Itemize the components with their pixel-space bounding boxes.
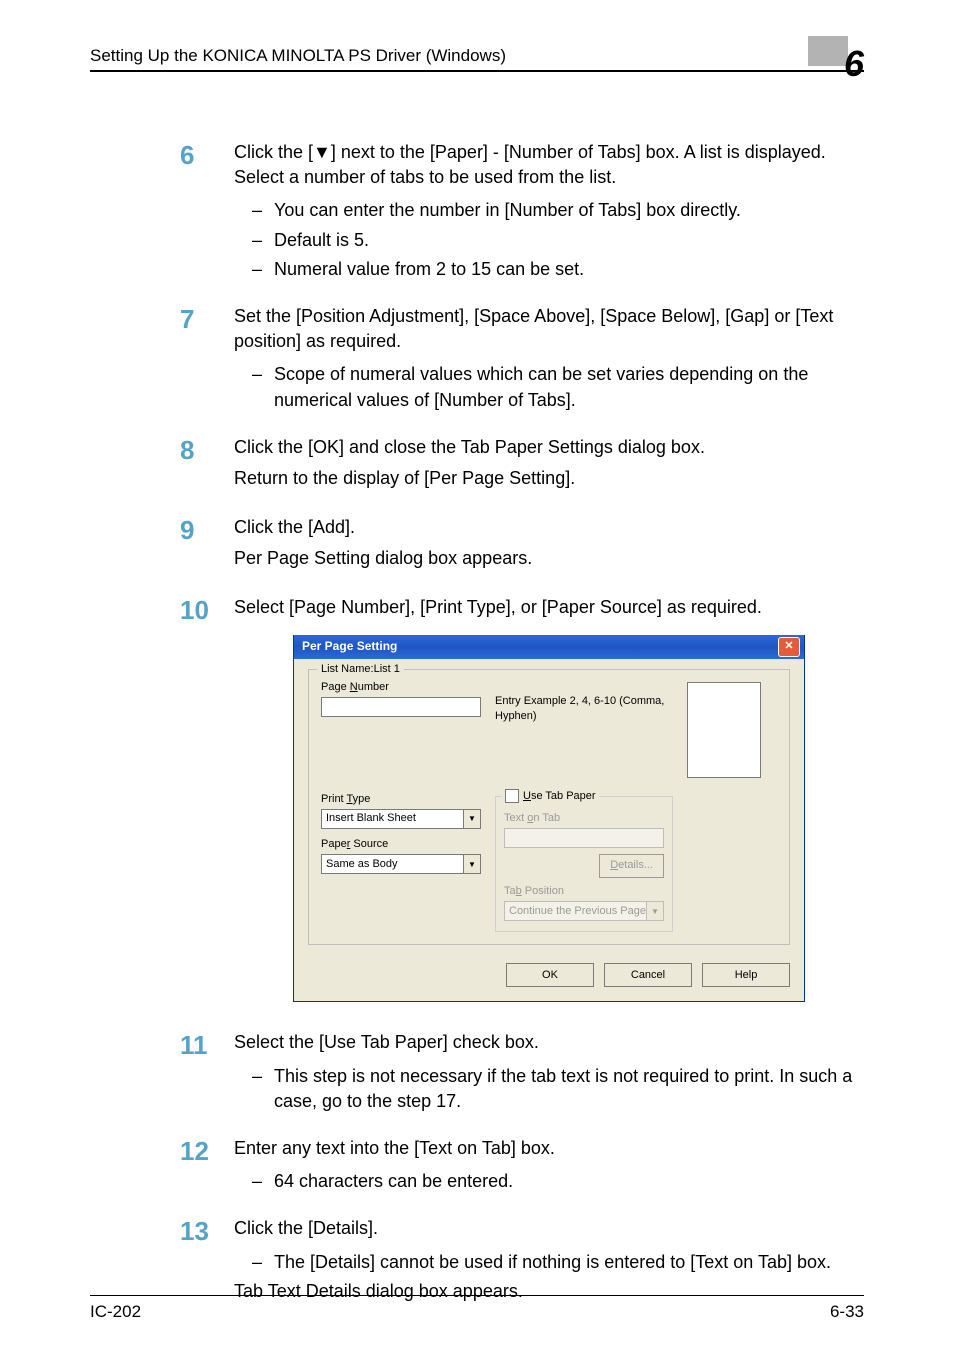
text-on-tab-input[interactable] <box>504 828 664 848</box>
use-tab-paper-checkbox[interactable] <box>505 789 519 803</box>
chapter-box <box>808 36 848 66</box>
footer-right: 6-33 <box>830 1302 864 1322</box>
chapter-number: 6 <box>844 46 864 82</box>
step-text: Per Page Setting dialog box appears. <box>234 546 864 571</box>
page-number-input[interactable] <box>321 697 481 717</box>
dialog-screenshot: Per Page Setting ✕ List Name:List 1 Page… <box>293 635 805 1003</box>
chevron-down-icon: ▼ <box>646 902 663 920</box>
step-bullet: You can enter the number in [Number of T… <box>234 198 864 223</box>
step-bullet: This step is not necessary if the tab te… <box>234 1064 864 1114</box>
step-text: Enter any text into the [Text on Tab] bo… <box>234 1136 864 1161</box>
print-type-label: Print Type <box>321 792 481 807</box>
step-text: Select [Page Number], [Print Type], or [… <box>234 595 864 620</box>
page-header: Setting Up the KONICA MINOLTA PS Driver … <box>90 30 864 72</box>
step-number: 11 <box>180 1030 234 1118</box>
step-bullet: 64 characters can be entered. <box>234 1169 864 1194</box>
step-number: 9 <box>180 515 234 577</box>
page-number-label: Page Number <box>321 680 481 695</box>
tab-group: Use Tab Paper Text on Tab <box>495 796 673 933</box>
step-text: Return to the display of [Per Page Setti… <box>234 466 864 491</box>
footer-left: IC-202 <box>90 1302 141 1322</box>
step-text: Click the [▼] next to the [Paper] - [Num… <box>234 140 864 190</box>
step-number: 6 <box>180 140 234 286</box>
help-button[interactable]: Help <box>702 963 790 987</box>
step-number: 10 <box>180 595 234 1012</box>
step-text: Click the [Add]. <box>234 515 864 540</box>
entry-example: Entry Example 2, 4, 6-10 (Comma, Hyphen) <box>495 695 664 722</box>
cancel-button[interactable]: Cancel <box>604 963 692 987</box>
text-on-tab-label: Text on Tab <box>504 811 664 826</box>
dialog-group: List Name:List 1 Page Number <box>308 669 790 946</box>
use-tab-paper-label: Use Tab Paper <box>523 789 596 804</box>
print-type-select[interactable]: Insert Blank Sheet ▼ <box>321 809 481 829</box>
step-bullet: Scope of numeral values which can be set… <box>234 362 864 412</box>
step-text: Click the [Details]. <box>234 1216 864 1241</box>
tab-position-label: Tab Position <box>504 884 664 899</box>
step-text: Click the [OK] and close the Tab Paper S… <box>234 435 864 460</box>
step-bullet: The [Details] cannot be used if nothing … <box>234 1250 864 1275</box>
step-number: 7 <box>180 304 234 417</box>
paper-source-select[interactable]: Same as Body ▼ <box>321 854 481 874</box>
preview-image <box>687 682 761 778</box>
details-button[interactable]: Details... <box>599 854 664 878</box>
chevron-down-icon: ▼ <box>463 810 480 828</box>
page-footer: IC-202 6-33 <box>90 1295 864 1322</box>
step-text: Set the [Position Adjustment], [Space Ab… <box>234 304 864 354</box>
group-label: List Name:List 1 <box>317 662 404 677</box>
step-bullet: Default is 5. <box>234 228 864 253</box>
dialog-title: Per Page Setting <box>302 638 397 655</box>
tab-position-select[interactable]: Continue the Previous Page ▼ <box>504 901 664 921</box>
chevron-down-icon: ▼ <box>463 855 480 873</box>
step-bullet: Numeral value from 2 to 15 can be set. <box>234 257 864 282</box>
paper-source-label: Paper Source <box>321 837 481 852</box>
header-title: Setting Up the KONICA MINOLTA PS Driver … <box>90 46 506 66</box>
chapter-marker: 6 <box>798 30 864 66</box>
ok-button[interactable]: OK <box>506 963 594 987</box>
step-text: Select the [Use Tab Paper] check box. <box>234 1030 864 1055</box>
step-number: 12 <box>180 1136 234 1198</box>
step-number: 8 <box>180 435 234 497</box>
close-icon[interactable]: ✕ <box>778 637 800 657</box>
dialog-titlebar: Per Page Setting ✕ <box>294 635 804 659</box>
